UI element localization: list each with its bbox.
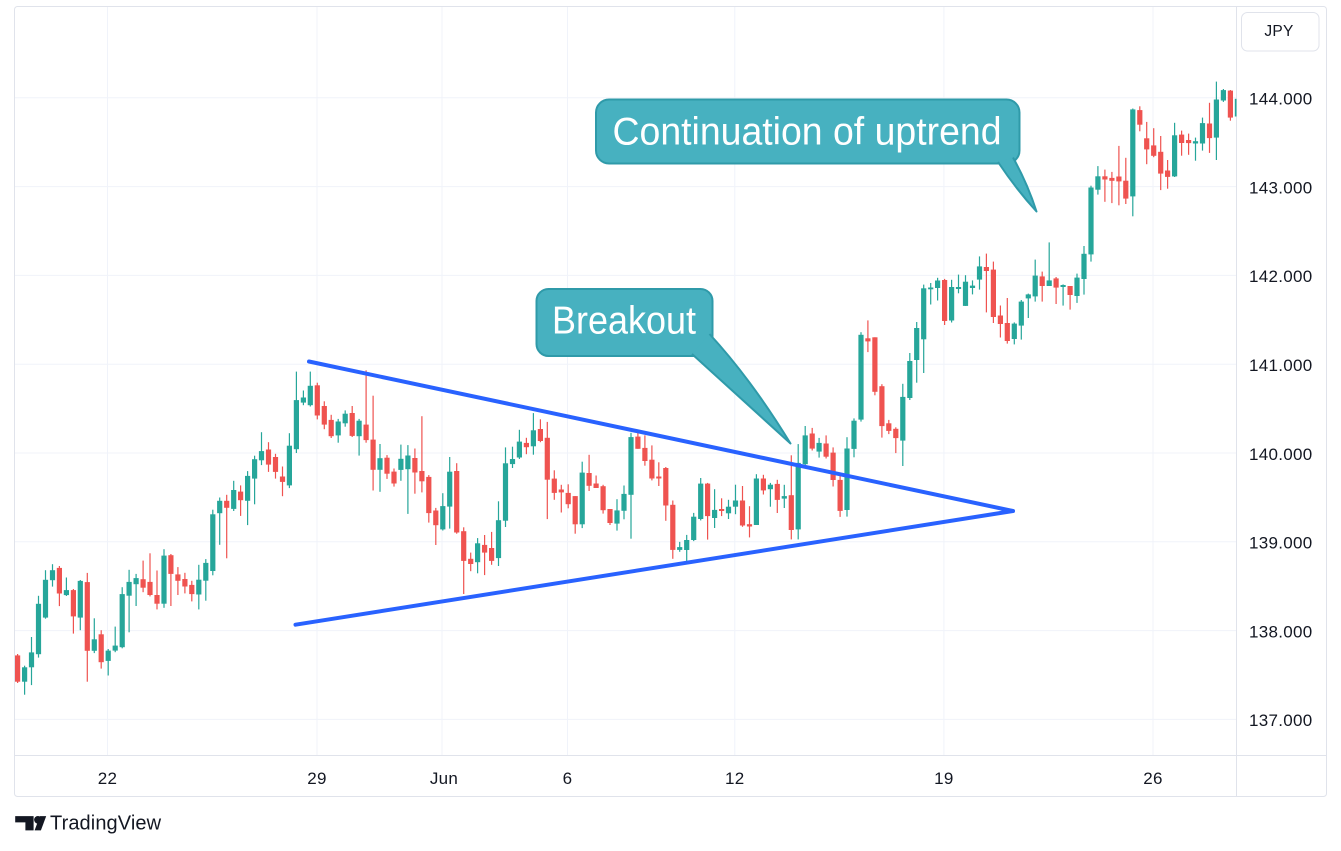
svg-text:Jun: Jun <box>430 769 458 788</box>
svg-text:6: 6 <box>563 769 573 788</box>
svg-text:TradingView: TradingView <box>50 812 162 834</box>
svg-text:141.000: 141.000 <box>1249 356 1313 375</box>
svg-text:19: 19 <box>934 769 954 788</box>
svg-text:137.000: 137.000 <box>1249 711 1313 730</box>
svg-text:143.000: 143.000 <box>1249 178 1313 197</box>
svg-text:140.000: 140.000 <box>1249 445 1313 464</box>
svg-text:Continuation of uptrend: Continuation of uptrend <box>613 111 1002 154</box>
svg-text:142.000: 142.000 <box>1249 267 1313 286</box>
svg-text:JPY: JPY <box>1264 23 1293 40</box>
svg-text:Breakout: Breakout <box>552 300 696 343</box>
svg-text:26: 26 <box>1143 769 1163 788</box>
svg-text:144.000: 144.000 <box>1249 90 1313 109</box>
svg-text:12: 12 <box>725 769 745 788</box>
svg-text:139.000: 139.000 <box>1249 534 1313 553</box>
svg-text:138.000: 138.000 <box>1249 622 1313 641</box>
svg-text:22: 22 <box>98 769 118 788</box>
svg-text:29: 29 <box>307 769 327 788</box>
